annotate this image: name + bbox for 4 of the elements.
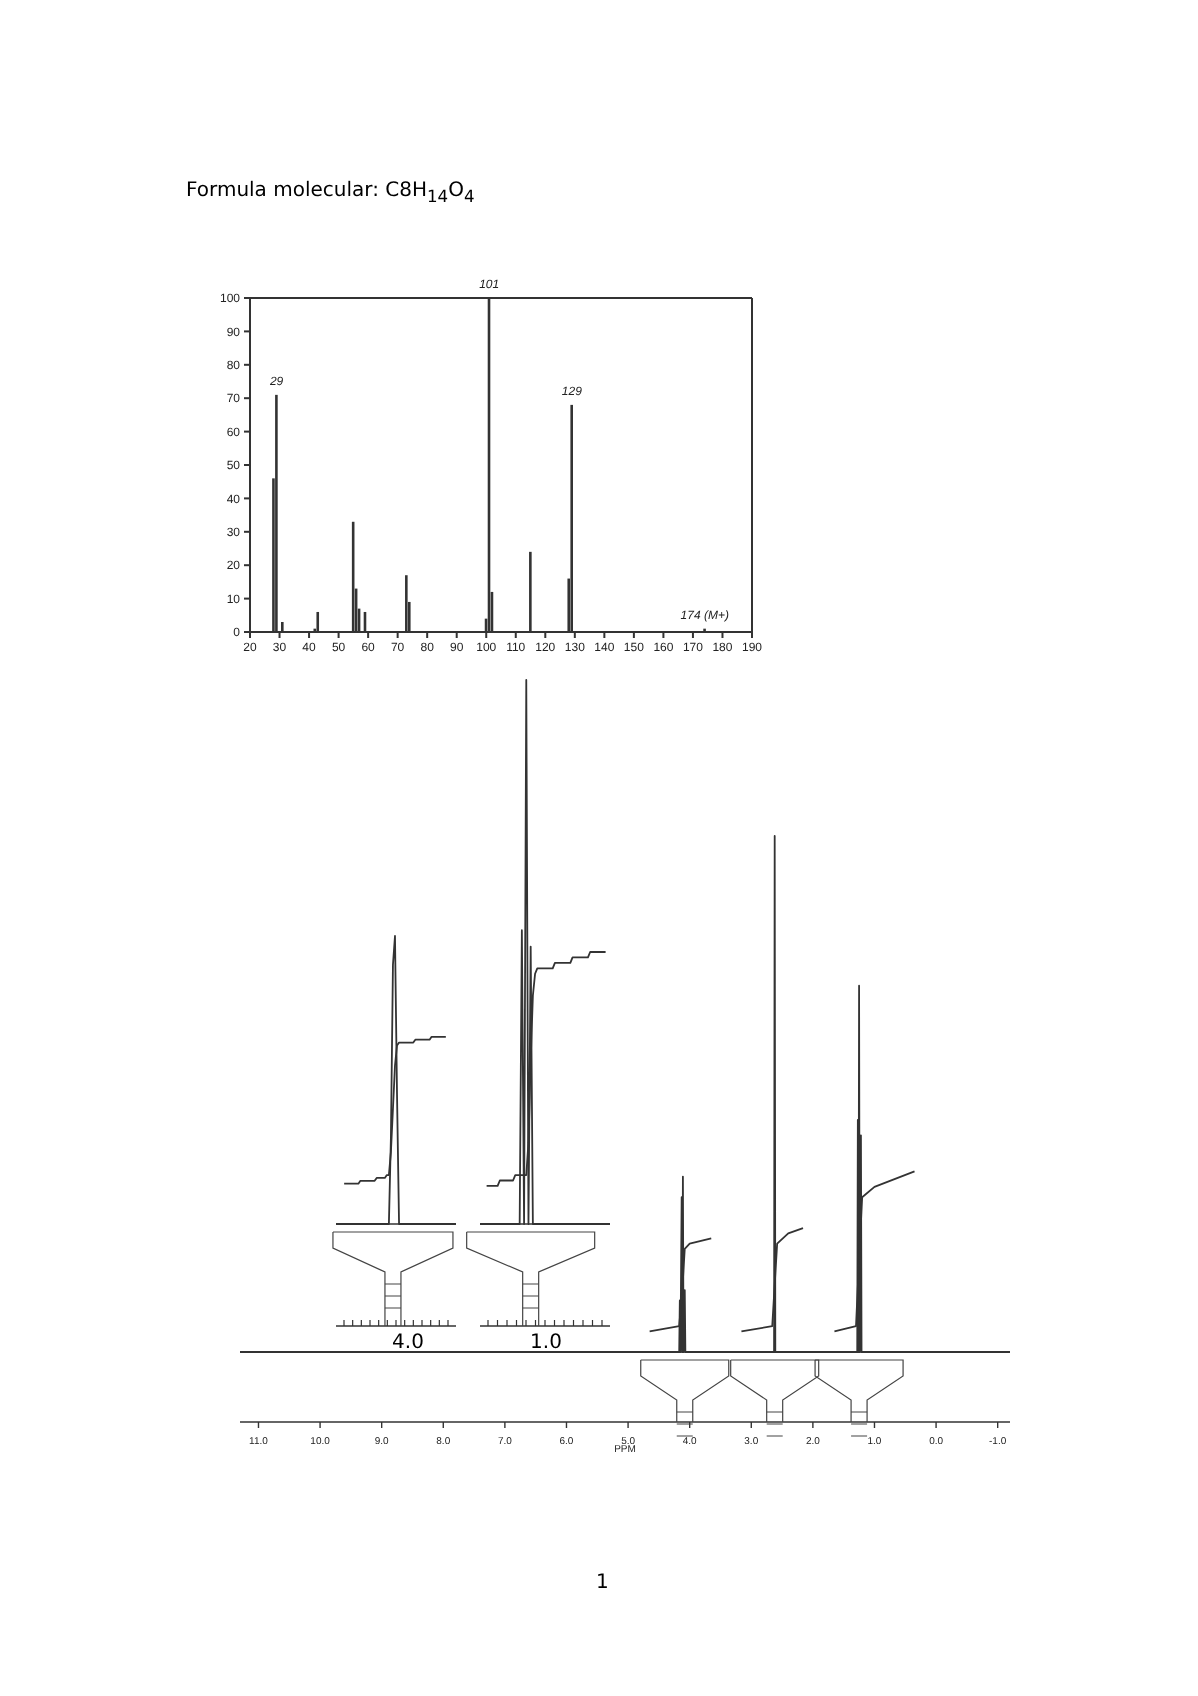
- text: Formula molecular: C8H$_{14}$O$_{4}$: [186, 180, 475, 206]
- text: 1: [596, 1572, 609, 1594]
- annotation: 4.0: [390, 1332, 426, 1354]
- annotation: 1.0: [528, 1332, 564, 1354]
